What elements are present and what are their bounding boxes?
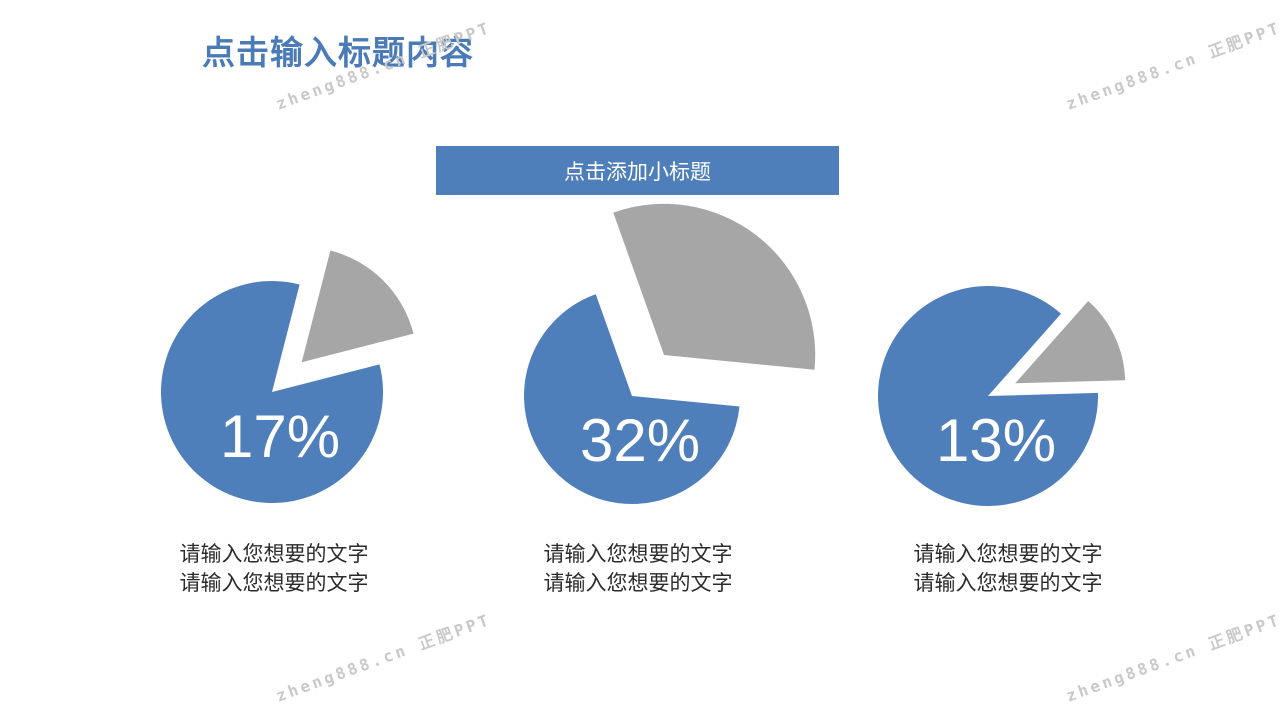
caption-1: 请输入您想要的文字 请输入您想要的文字 xyxy=(114,540,434,598)
caption-1-line-1: 请输入您想要的文字 xyxy=(179,542,369,566)
caption-2-line-2: 请输入您想要的文字 xyxy=(543,571,733,595)
pie-1-percent-label: 17% xyxy=(220,403,340,470)
pie-3-percent-label: 13% xyxy=(936,407,1056,474)
caption-1-line-2: 请输入您想要的文字 xyxy=(179,571,369,595)
subtitle-banner: 点击添加小标题 xyxy=(436,146,839,195)
subtitle-text: 点击添加小标题 xyxy=(564,159,711,184)
caption-3-line-2: 请输入您想要的文字 xyxy=(913,571,1103,595)
page-title: 点击输入标题内容 xyxy=(202,33,474,72)
pie-2-percent-label: 32% xyxy=(580,407,700,474)
caption-2-line-1: 请输入您想要的文字 xyxy=(543,542,733,566)
pie-3-exploded-slice xyxy=(1015,301,1126,384)
caption-2: 请输入您想要的文字 请输入您想要的文字 xyxy=(478,540,798,598)
pie-1-main-slice xyxy=(160,281,383,504)
pie-2-main-slice xyxy=(523,294,740,505)
pie-2-exploded-slice xyxy=(613,203,816,370)
pie-1-exploded-slice xyxy=(301,250,414,363)
caption-3: 请输入您想要的文字 请输入您想要的文字 xyxy=(848,540,1168,598)
caption-3-line-1: 请输入您想要的文字 xyxy=(913,542,1103,566)
pie-3-main-slice xyxy=(878,286,1099,507)
